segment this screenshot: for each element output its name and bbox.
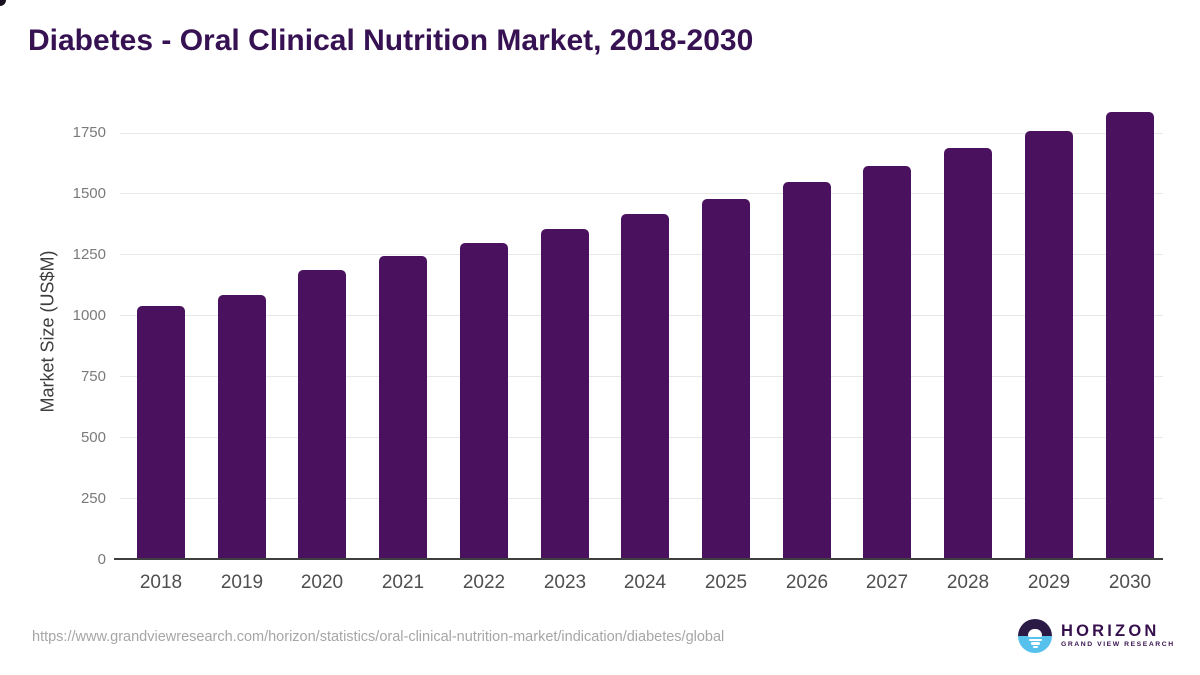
y-axis-title: Market Size (US$M) <box>37 250 58 413</box>
x-tick-label: 2027 <box>865 572 909 593</box>
sun-icon <box>1028 629 1042 637</box>
bar-2028 <box>944 148 992 559</box>
x-tick-label: 2026 <box>785 572 829 593</box>
y-tick-label: 0 <box>97 551 106 568</box>
x-tick-label: 2030 <box>1108 572 1152 593</box>
water-ripple-icon <box>1032 645 1038 649</box>
x-tick-label: 2028 <box>946 572 990 593</box>
bar-2021 <box>379 256 427 559</box>
bar-2025 <box>702 199 750 559</box>
source-url: https://www.grandviewresearch.com/horizo… <box>32 629 725 645</box>
bar-2022 <box>460 243 508 559</box>
x-tick-label: 2029 <box>1027 572 1071 593</box>
x-tick-label: 2022 <box>462 572 506 593</box>
corner-artifact <box>0 0 6 6</box>
water-ripple-icon <box>1030 642 1040 645</box>
bar-2020 <box>298 270 346 559</box>
gridline <box>120 193 1163 194</box>
bar-2023 <box>541 229 589 559</box>
bar-2018 <box>137 306 185 559</box>
gridline <box>120 133 1163 134</box>
x-tick-label: 2024 <box>623 572 667 593</box>
x-tick-label: 2020 <box>300 572 344 593</box>
x-tick-label: 2023 <box>543 572 587 593</box>
logo-tagline: GRAND VIEW RESEARCH <box>1061 641 1175 649</box>
y-tick-label: 1250 <box>72 246 106 263</box>
y-tick-label: 1500 <box>72 185 106 202</box>
bar-2026 <box>783 182 831 559</box>
x-tick-label: 2025 <box>704 572 748 593</box>
y-tick-label: 1750 <box>72 124 106 141</box>
bar-2024 <box>621 214 669 559</box>
x-tick-label: 2021 <box>381 572 425 593</box>
y-tick-label: 1000 <box>72 307 106 324</box>
x-tick-label: 2018 <box>139 572 183 593</box>
y-tick-label: 750 <box>80 368 106 385</box>
chart-title: Diabetes - Oral Clinical Nutrition Marke… <box>28 24 754 57</box>
y-tick-label: 500 <box>80 429 106 446</box>
horizon-logo: HORIZON GRAND VIEW RESEARCH <box>1018 619 1175 653</box>
horizon-logo-icon <box>1018 619 1052 653</box>
x-axis-line <box>114 558 1163 560</box>
logo-text: HORIZON GRAND VIEW RESEARCH <box>1061 623 1175 649</box>
bar-2029 <box>1025 131 1073 559</box>
bar-2019 <box>218 295 266 559</box>
bar-2030 <box>1106 112 1154 559</box>
logo-name: HORIZON <box>1061 621 1160 640</box>
water-ripple-icon <box>1028 638 1042 641</box>
y-tick-label: 250 <box>80 490 106 507</box>
bar-2027 <box>863 166 911 559</box>
x-tick-label: 2019 <box>220 572 264 593</box>
